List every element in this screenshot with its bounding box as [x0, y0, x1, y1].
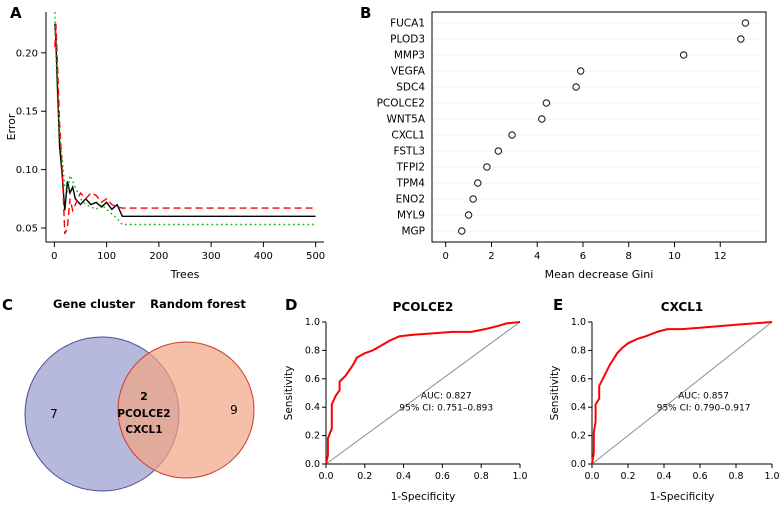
svg-text:500: 500: [306, 251, 325, 262]
panel-a-label: A: [10, 4, 22, 22]
svg-text:PCOLCE2: PCOLCE2: [393, 300, 454, 314]
svg-text:PCOLCE2: PCOLCE2: [377, 98, 425, 110]
svg-text:0.6: 0.6: [692, 471, 707, 482]
svg-text:300: 300: [202, 251, 221, 262]
svg-text:TFPI2: TFPI2: [395, 162, 425, 174]
svg-text:0.05: 0.05: [16, 223, 38, 234]
panel-c: C Gene cluster Random forest 7 9 2 PCOLCE2 CXC…: [2, 296, 276, 512]
roc-curve-pcolce2: PCOLCE2 0.00.0 0.2 0.2 0.4 0.4 0.6 0.6 0.8 0.8 1.0…: [283, 300, 528, 503]
svg-text:10: 10: [668, 251, 681, 262]
svg-text:0.0: 0.0: [584, 471, 599, 482]
svg-text:Gene cluster: Gene cluster: [53, 297, 135, 311]
panel-c-label: C: [2, 296, 14, 314]
svg-text:AUC: 0.827: AUC: 0.827: [421, 392, 472, 402]
svg-text:0.8: 0.8: [571, 345, 586, 356]
svg-text:0.10: 0.10: [16, 165, 38, 176]
svg-text:MMP3: MMP3: [394, 50, 425, 62]
svg-text:AUC: 0.857: AUC: 0.857: [678, 392, 729, 402]
panel-a: A 0 100 200 300 400 500 0.05 0.10 0.15 0.20 Trees E…: [2, 2, 338, 292]
panel-e-label: E: [553, 296, 564, 314]
svg-text:Random forest: Random forest: [150, 297, 246, 311]
svg-text:9: 9: [230, 403, 238, 417]
svg-text:95% CI: 0.790–0.917: 95% CI: 0.790–0.917: [657, 404, 751, 414]
svg-text:MGP: MGP: [401, 226, 425, 238]
svg-text:MYL9: MYL9: [397, 210, 425, 222]
svg-text:4: 4: [534, 251, 540, 262]
svg-text:0.4: 0.4: [305, 402, 320, 413]
panel-e: E CXCL1 0.0 0.0 0.2 0.2 0.4 0.4 0.6 0.6 0.8 0.8 1.0…: [546, 296, 784, 512]
svg-text:2: 2: [488, 251, 494, 262]
svg-text:Trees: Trees: [170, 268, 200, 281]
svg-text:6: 6: [580, 251, 586, 262]
svg-text:0.2: 0.2: [571, 431, 586, 442]
svg-text:0.4: 0.4: [571, 402, 586, 413]
svg-text:CXCL1: CXCL1: [391, 130, 425, 142]
svg-text:200: 200: [149, 251, 168, 262]
svg-text:1.0: 1.0: [571, 317, 586, 328]
panel-d-label: D: [285, 296, 298, 314]
svg-text:0.0: 0.0: [571, 459, 586, 470]
svg-text:0.0: 0.0: [305, 459, 320, 470]
svg-text:7: 7: [50, 407, 58, 421]
error-vs-trees-chart: 0 100 200 300 400 500 0.05 0.10 0.15 0.20 Trees Err…: [5, 11, 325, 281]
svg-text:WNT5A: WNT5A: [386, 114, 425, 126]
svg-text:1-Specificity: 1-Specificity: [391, 491, 456, 503]
venn-diagram: Gene cluster Random forest 7 9 2 PCOLCE2 CXCL1: [24, 297, 255, 492]
gini-importance-dotchart: FUCA1 PLOD3 MMP3 VEGFA SDC4 PCOLCE2 WNT5A CXCL1…: [377, 11, 767, 281]
panel-d: D PCOLCE2 0.0 0.0 0.2 0.2 0.4 0.4 0.6 0.6 0.8 0.8 1…: [280, 296, 534, 512]
svg-text:100: 100: [97, 251, 116, 262]
svg-text:0.0: 0.0: [318, 471, 333, 482]
svg-text:PCOLCE2: PCOLCE2: [117, 408, 170, 420]
svg-text:0.20: 0.20: [16, 48, 38, 59]
svg-text:0.4: 0.4: [656, 471, 671, 482]
svg-text:0.8: 0.8: [305, 345, 320, 356]
svg-text:ENO2: ENO2: [396, 194, 425, 206]
svg-text:0: 0: [443, 251, 449, 262]
svg-text:0: 0: [51, 251, 57, 262]
svg-text:FUCA1: FUCA1: [390, 18, 425, 30]
svg-text:TPM4: TPM4: [396, 178, 426, 190]
svg-text:1-Specificity: 1-Specificity: [650, 491, 715, 503]
panel-b-label: B: [360, 4, 372, 22]
svg-text:VEGFA: VEGFA: [391, 66, 426, 78]
svg-text:Mean decrease Gini: Mean decrease Gini: [545, 268, 654, 281]
svg-text:1.0: 1.0: [764, 471, 779, 482]
svg-text:0.8: 0.8: [728, 471, 743, 482]
svg-text:Error: Error: [5, 113, 18, 140]
svg-text:CXCL1: CXCL1: [125, 424, 162, 436]
svg-text:1.0: 1.0: [512, 471, 527, 482]
svg-text:0.8: 0.8: [474, 471, 489, 482]
svg-text:0.2: 0.2: [305, 431, 320, 442]
svg-text:0.2: 0.2: [357, 471, 372, 482]
svg-text:1.0: 1.0: [305, 317, 320, 328]
svg-text:Sensitivity: Sensitivity: [283, 366, 295, 421]
svg-text:95% CI: 0.751–0.893: 95% CI: 0.751–0.893: [399, 404, 493, 414]
svg-text:CXCL1: CXCL1: [661, 300, 703, 314]
svg-text:12: 12: [714, 251, 727, 262]
svg-text:Sensitivity: Sensitivity: [549, 366, 561, 421]
svg-text:SDC4: SDC4: [396, 82, 425, 94]
svg-text:2: 2: [140, 390, 148, 403]
svg-text:PLOD3: PLOD3: [390, 34, 425, 46]
svg-text:FSTL3: FSTL3: [394, 146, 425, 158]
svg-text:0.2: 0.2: [620, 471, 635, 482]
panel-b: B FUCA1 PLOD3 MMP3 VEGFA SDC4 PCOLCE2 WNT5A CXC…: [344, 2, 782, 292]
svg-text:0.6: 0.6: [571, 374, 586, 385]
roc-curve-cxcl1: CXCL1 0.00.0 0.2 0.2 0.4 0.4 0.6 0.6 0.8 0.8 1.0 1.…: [549, 300, 780, 503]
svg-text:400: 400: [254, 251, 273, 262]
svg-text:0.4: 0.4: [396, 471, 411, 482]
svg-text:0.6: 0.6: [435, 471, 450, 482]
svg-text:0.15: 0.15: [16, 107, 38, 118]
svg-text:0.6: 0.6: [305, 374, 320, 385]
svg-text:8: 8: [626, 251, 632, 262]
